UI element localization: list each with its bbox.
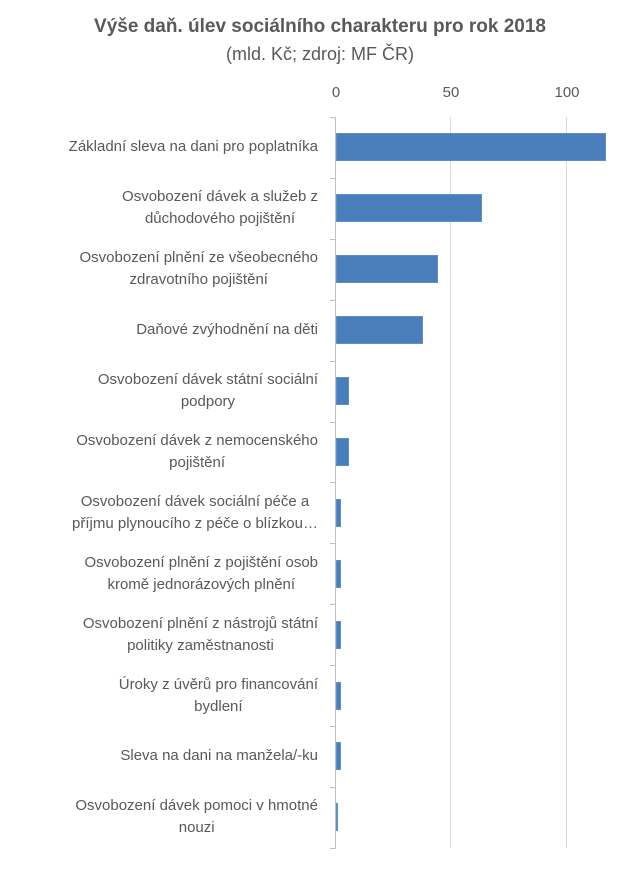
x-tick-100: 100 bbox=[554, 84, 580, 101]
category-tick bbox=[330, 360, 336, 362]
category-tick bbox=[330, 604, 336, 606]
category-label: Osvobození dávek státní sociální podpory bbox=[8, 365, 318, 417]
category-label: Osvobození dávek z nemocenského pojištění bbox=[8, 426, 318, 478]
category-label-line: Osvobození dávek pomoci v hmotné bbox=[75, 797, 318, 815]
category-tick bbox=[330, 299, 336, 301]
bar[interactable] bbox=[336, 620, 341, 649]
category-label-line: Osvobození dávek sociální péče a bbox=[80, 492, 310, 510]
category-label-line: kromě jednorázových plnění bbox=[107, 575, 296, 593]
category-label: Úroky z úvěrů pro financování bydlení bbox=[8, 670, 318, 722]
category-label: Osvobození dávek sociální péče a příjmu p… bbox=[8, 487, 318, 539]
x-tick-0: 0 bbox=[331, 84, 341, 101]
bar[interactable] bbox=[336, 316, 423, 345]
category-label: Osvobození dávek pomoci v hmotné nouzi bbox=[8, 791, 318, 843]
x-tick-50: 50 bbox=[442, 84, 460, 101]
category-tick bbox=[330, 786, 336, 788]
category-label-line: zdravotního pojištění bbox=[129, 271, 268, 289]
category-tick bbox=[330, 726, 336, 727]
category-tick bbox=[330, 847, 336, 849]
bar[interactable] bbox=[336, 377, 349, 406]
bar[interactable] bbox=[336, 742, 341, 771]
category-label: Osvobození plnění ze všeobecného zdravotn… bbox=[8, 243, 319, 295]
bar[interactable] bbox=[336, 803, 338, 832]
bar[interactable] bbox=[336, 559, 341, 588]
category-label-line: nouzi bbox=[178, 819, 215, 837]
bar[interactable] bbox=[336, 255, 438, 284]
bar[interactable] bbox=[336, 194, 482, 223]
category-label-line: Osvobození dávek z nemocenského bbox=[76, 431, 318, 449]
category-tick bbox=[330, 665, 336, 667]
category-tick bbox=[330, 421, 336, 423]
category-label-line: Daňové zvýhodnění na děti bbox=[136, 321, 318, 339]
category-label-line: podpory bbox=[180, 393, 236, 411]
category-label: Základní sleva na dani pro poplatníka bbox=[8, 121, 318, 173]
category-tick bbox=[330, 482, 336, 484]
category-label: Osvobození plnění z nástrojů státní polit… bbox=[8, 609, 318, 661]
category-label: Daňové zvýhodnění na děti bbox=[8, 304, 318, 356]
bar[interactable] bbox=[336, 133, 607, 162]
category-label-line: Sleva na dani na manžela/-ku bbox=[120, 747, 318, 765]
category-label-line: bydlení bbox=[194, 697, 243, 715]
category-label-line: Osvobození plnění ze všeobecného bbox=[79, 249, 319, 267]
category-label-line: Úroky z úvěrů pro financování bbox=[118, 675, 318, 693]
category-tick bbox=[330, 238, 336, 240]
bar[interactable] bbox=[336, 681, 341, 710]
category-label-line: Osvobození plnění z pojištění osob bbox=[84, 553, 318, 571]
gridline-50 bbox=[450, 117, 451, 848]
category-tick bbox=[330, 177, 336, 179]
category-label: Osvobození plnění z pojištění osob kromě … bbox=[8, 548, 318, 600]
bar[interactable] bbox=[336, 498, 341, 527]
category-label-line: pojištění bbox=[169, 453, 226, 471]
chart-title: Výše daň. úlev sociálního charakteru pro… bbox=[94, 16, 546, 37]
category-tick bbox=[330, 543, 336, 545]
chart-subtitle: (mld. Kč; zdroj: MF ČR) bbox=[225, 44, 414, 64]
category-label-line: Osvobození dávek a služeb z bbox=[122, 188, 318, 206]
category-tick bbox=[330, 117, 336, 118]
category-label: Sleva na dani na manžela/-ku bbox=[8, 730, 318, 782]
gridline-100 bbox=[566, 117, 567, 848]
category-label-line: příjmu plynoucího z péče o blízkou… bbox=[72, 514, 318, 532]
category-label-line: Osvobození plnění z nástrojů státní bbox=[82, 614, 318, 632]
category-label-line: Základní sleva na dani pro poplatníka bbox=[68, 138, 318, 156]
category-label-line: důchodového pojištění bbox=[144, 210, 296, 228]
bar[interactable] bbox=[336, 437, 349, 466]
category-label-line: Osvobození dávek státní sociální bbox=[97, 371, 318, 389]
category-label-line: politiky zaměstnanosti bbox=[127, 636, 274, 654]
category-label: Osvobození dávek a služeb z důchodového p… bbox=[8, 182, 318, 234]
